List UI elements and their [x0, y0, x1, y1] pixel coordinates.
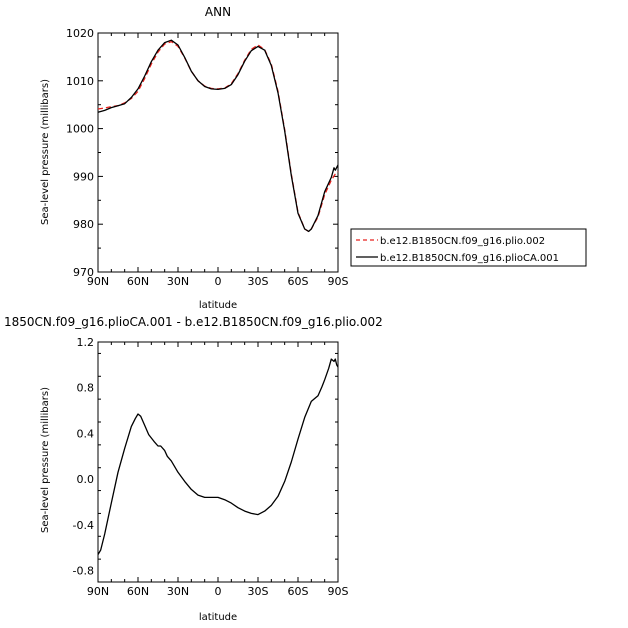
top-xtick-label: 90N — [87, 275, 109, 288]
bottom-plot-frame — [97, 341, 339, 583]
top-plot-frame — [97, 32, 339, 273]
top-xtick-label: 30S — [248, 275, 269, 288]
bottom-ytick-label: 0.4 — [77, 427, 95, 440]
top-xtick-label: 30N — [167, 275, 189, 288]
top-xtick-label: 60N — [127, 275, 149, 288]
top-plot-area: 90N 60N 30N 0 30S 60S 90S 970 980 990 1000 1010 1020 — [66, 27, 349, 288]
bottom-xtick-label: 30S — [248, 585, 269, 598]
top-title: ANN — [205, 5, 231, 19]
bottom-ytick-label: -0.4 — [73, 519, 94, 532]
top-xtick-label: 90S — [328, 275, 349, 288]
bottom-xtick-label: 60S — [288, 585, 309, 598]
top-xtick-label: 0 — [215, 275, 222, 288]
top-xtick-label: 60S — [288, 275, 309, 288]
top-ytick-label: 1000 — [66, 123, 94, 136]
top-panel: ANN 90N 60N 30N 0 30S 60S 90S 970 980 990 1000 1010… — [40, 5, 349, 311]
bottom-series-line-0 — [97, 358, 339, 555]
bottom-title: 1850CN.f09_g16.plioCA.001 - b.e12.B1850C… — [4, 315, 383, 329]
bottom-ylabel: Sea-level pressure (millibars) — [40, 387, 51, 533]
legend-box — [350, 228, 587, 267]
bottom-xtick-label: 0 — [215, 585, 222, 598]
bottom-ytick-label: 0.8 — [77, 382, 95, 395]
top-series-line-1 — [97, 39, 339, 233]
top-xlabel: latitude — [199, 300, 237, 311]
bottom-xtick-label: 90N — [87, 585, 109, 598]
top-ytick-label: 1010 — [66, 75, 94, 88]
top-ytick-label: 990 — [73, 170, 94, 183]
bottom-xlabel: latitude — [199, 612, 237, 623]
top-ylabel: Sea-level pressure (millibars) — [40, 79, 51, 225]
bottom-xtick-label: 90S — [328, 585, 349, 598]
bottom-plot-area: 90N 60N 30N 0 30S 60S 90S -0.8 -0.4 0.0 0.4 0.8 1.2 — [73, 336, 349, 598]
legend: b.e12.B1850CN.f09_g16.plio.002 b.e12.B18… — [350, 228, 587, 267]
top-ytick-label: 970 — [73, 266, 94, 279]
top-series-line-0 — [97, 40, 339, 233]
bottom-ytick-label: 0.0 — [77, 473, 95, 486]
bottom-xtick-label: 60N — [127, 585, 149, 598]
top-ytick-label: 980 — [73, 218, 94, 231]
bottom-xtick-label: 30N — [167, 585, 189, 598]
bottom-ytick-label: 1.2 — [77, 336, 95, 349]
legend-label-experiment: b.e12.B1850CN.f09_g16.plioCA.001 — [380, 253, 559, 264]
bottom-panel: 1850CN.f09_g16.plioCA.001 - b.e12.B1850C… — [4, 315, 383, 623]
bottom-ytick-label: -0.8 — [73, 565, 94, 578]
legend-label-control: b.e12.B1850CN.f09_g16.plio.002 — [380, 236, 545, 247]
top-ytick-label: 1020 — [66, 27, 94, 40]
